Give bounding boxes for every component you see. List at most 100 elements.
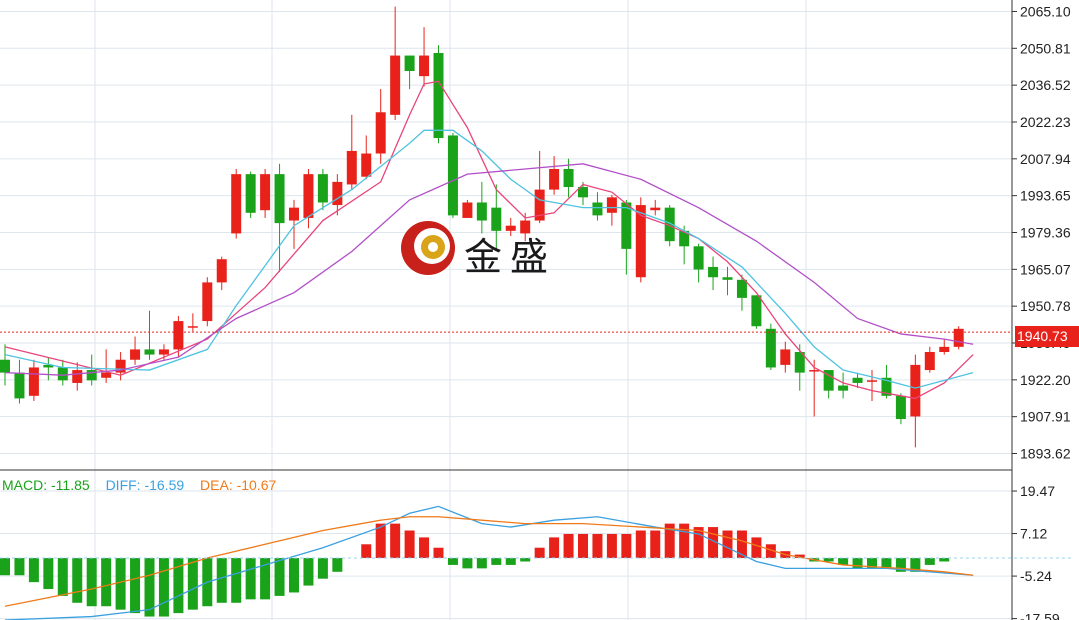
candle-body [289,207,299,221]
price-tick-label: 1979.36 [1020,224,1071,240]
candle-body [606,197,617,213]
candle-body [14,372,25,399]
macd-bar [476,558,487,569]
price-tick-label: 1950.78 [1020,298,1071,314]
candle-body [28,367,39,396]
macd-tick-label: 7.12 [1020,526,1047,542]
macd-bar [361,544,372,559]
price-tick-label: 2007.94 [1020,151,1071,167]
ma5-line [4,80,974,400]
macd-bar [852,558,863,569]
macd-bar [867,558,877,569]
candle-body [433,52,444,139]
candle-body [101,372,112,378]
candle [722,266,733,296]
candle [57,359,68,386]
candle [332,174,343,216]
candle [115,352,126,381]
candle [245,171,256,218]
macd-bar [592,533,603,559]
macd-bar [0,558,10,576]
candle [838,372,849,399]
candle-body [823,370,834,391]
candle-body [693,246,704,270]
candle [549,156,560,195]
candle [708,256,719,291]
candle [289,199,299,249]
macd-bar [115,558,126,610]
candle-body [809,370,820,372]
macd-bar [838,558,849,565]
candle-body [592,202,603,216]
macd-bar [823,558,834,562]
macd-bar [332,558,343,572]
macd-bar [939,558,950,562]
candle [101,349,112,383]
macd-bar [462,558,473,569]
candle-body [303,174,314,218]
macd-legend: MACD: -11.85 DIFF: -16.59 DEA: -10.67 [2,477,288,493]
candle-body [534,189,545,221]
macd-bar [216,558,227,603]
macd-bar [274,558,285,596]
macd-bar [751,537,762,559]
macd-bar [303,558,314,586]
candle [635,197,646,283]
candle-body [202,282,213,322]
candle-body [375,112,386,154]
candle [852,372,863,389]
dea-line [4,516,974,607]
candle-body [57,367,68,381]
candle [202,277,213,327]
candle-body [462,202,473,218]
macd-bar [650,530,661,559]
macd-bar [765,544,776,559]
candle-body [144,349,155,355]
candle-body [404,55,415,72]
macd-tick-label: 19.47 [1020,483,1055,499]
candle-body [910,364,921,417]
price-tick-label: 2036.52 [1020,77,1071,93]
macd-bar [621,533,632,559]
jinsheng-logo: 金盛 [398,218,568,280]
candle [361,135,372,180]
ma20-line [4,163,974,376]
macd-bar [664,523,675,559]
price-tick-label: 2022.23 [1020,114,1071,130]
candlestick-series [0,6,964,448]
candle [693,243,704,283]
candle [390,6,401,120]
macd-bar [158,558,169,617]
macd-bar [534,547,545,559]
macd-bar [419,537,430,559]
macd-bar [520,558,531,562]
macd-bar [881,558,892,569]
macd-bar [173,558,184,614]
macd-bar [794,554,805,559]
candle-body [563,168,574,188]
candle [592,192,603,221]
candle [910,354,921,448]
price-tick-label: 1907.91 [1020,409,1071,425]
candle-body [635,205,646,278]
macd-bar [289,558,299,593]
price-tick-label: 1993.65 [1020,188,1071,204]
macd-bar [317,558,328,579]
candle [375,89,386,164]
candle [173,315,184,358]
jinsheng-logo-icon [401,221,455,275]
candle-body [332,181,343,206]
price-tick-label: 1922.20 [1020,372,1071,388]
candle [939,339,950,355]
candle-body [679,230,690,247]
price-tick-label: 1893.62 [1020,446,1071,462]
candle-body [173,321,184,350]
macd-bar [736,530,747,559]
candle [736,274,747,311]
candle [895,393,906,425]
candle [462,199,473,218]
macd-bar [635,530,646,559]
candle-body [549,168,560,190]
macd-bar [447,558,458,565]
